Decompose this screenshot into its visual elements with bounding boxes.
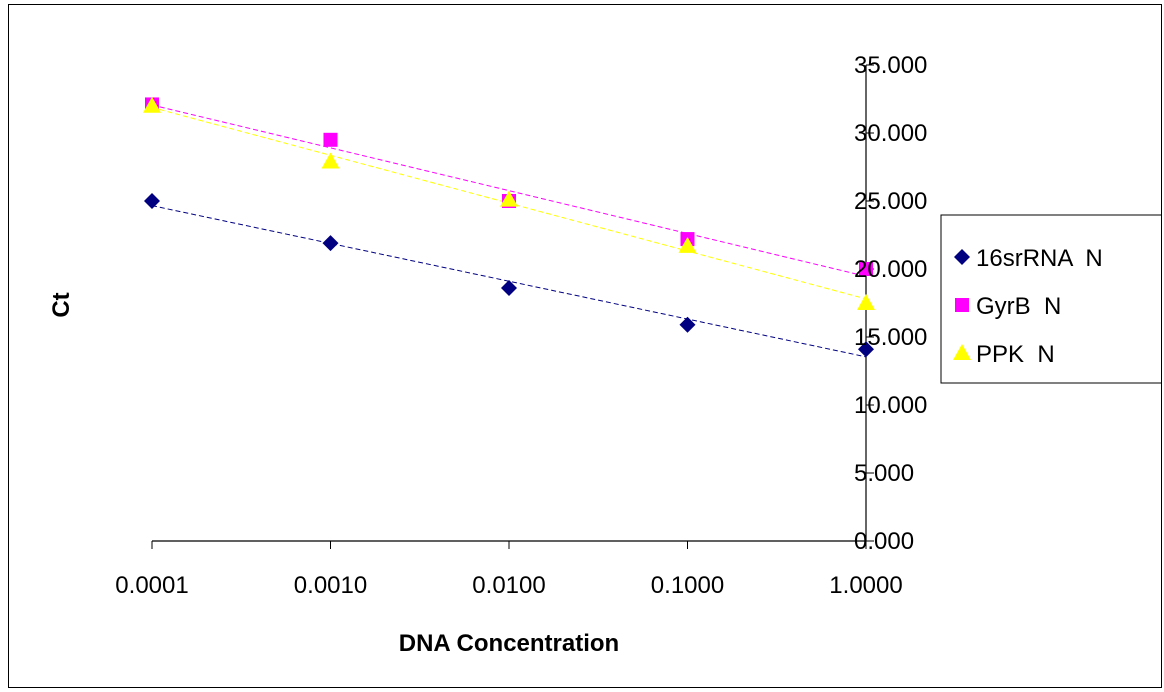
y-tick-labels: 0.000 5.000 10.000 15.000 20.000 25.000 30.000… [854, 52, 927, 555]
chart: 0.0001 0.0010 0.0100 0.1000 1.0000 0.000 5.00… [48, 52, 1164, 657]
y-tick-label: 35.000 [854, 52, 927, 79]
y-tick-label: 15.000 [854, 324, 927, 351]
data-points [143, 96, 875, 358]
legend-marker-series-3 [953, 344, 971, 360]
legend-box [940, 214, 1164, 384]
x-tick-label: 0.0001 [115, 572, 188, 599]
data-point-series-2 [859, 262, 873, 276]
chart-frame: 0.0001 0.0010 0.0100 0.1000 1.0000 0.000 5.00… [8, 4, 1164, 688]
legend-marker-series-1 [954, 249, 970, 265]
x-tick-label: 0.0100 [472, 572, 545, 599]
data-point-series-1 [501, 280, 517, 297]
x-axis-title: DNA Concentration [399, 630, 619, 657]
y-tick-label: 10.000 [854, 392, 927, 419]
data-point-series-3 [500, 190, 518, 207]
data-point-series-3 [321, 152, 340, 169]
y-tick-label: 25.000 [854, 188, 927, 215]
x-tick-label: 1.0000 [829, 572, 902, 599]
y-tick-label: 20.000 [854, 256, 927, 283]
y-tick-label: 5.000 [854, 460, 914, 487]
data-point-series-1 [679, 316, 696, 333]
legend-label-series-2: GyrB N [976, 293, 1061, 320]
legend-label-series-3: PPK N [976, 341, 1055, 368]
legend-marker-series-2 [955, 298, 969, 312]
x-tick-label: 0.0010 [294, 572, 367, 599]
x-tick-label: 0.1000 [651, 572, 724, 599]
data-point-series-1 [322, 235, 339, 252]
data-point-series-3 [678, 236, 697, 253]
data-point-series-3 [143, 96, 161, 113]
trendlines [151, 104, 867, 358]
y-tick-label: 0.000 [854, 528, 914, 555]
trendline-series-2 [151, 104, 867, 277]
data-point-series-1 [144, 193, 160, 209]
y-tick-label: 30.000 [854, 120, 927, 147]
data-point-series-2 [323, 132, 338, 147]
legend-label-series-1: 16srRNA N [976, 245, 1103, 272]
data-point-series-3 [857, 294, 875, 310]
x-tick-labels: 0.0001 0.0010 0.0100 0.1000 1.0000 [115, 572, 902, 599]
data-point-series-1 [858, 341, 874, 358]
legend: 16srRNA N GyrB N PPK N [940, 214, 1164, 384]
axes [151, 64, 874, 549]
y-axis-title: Ct [48, 292, 75, 317]
